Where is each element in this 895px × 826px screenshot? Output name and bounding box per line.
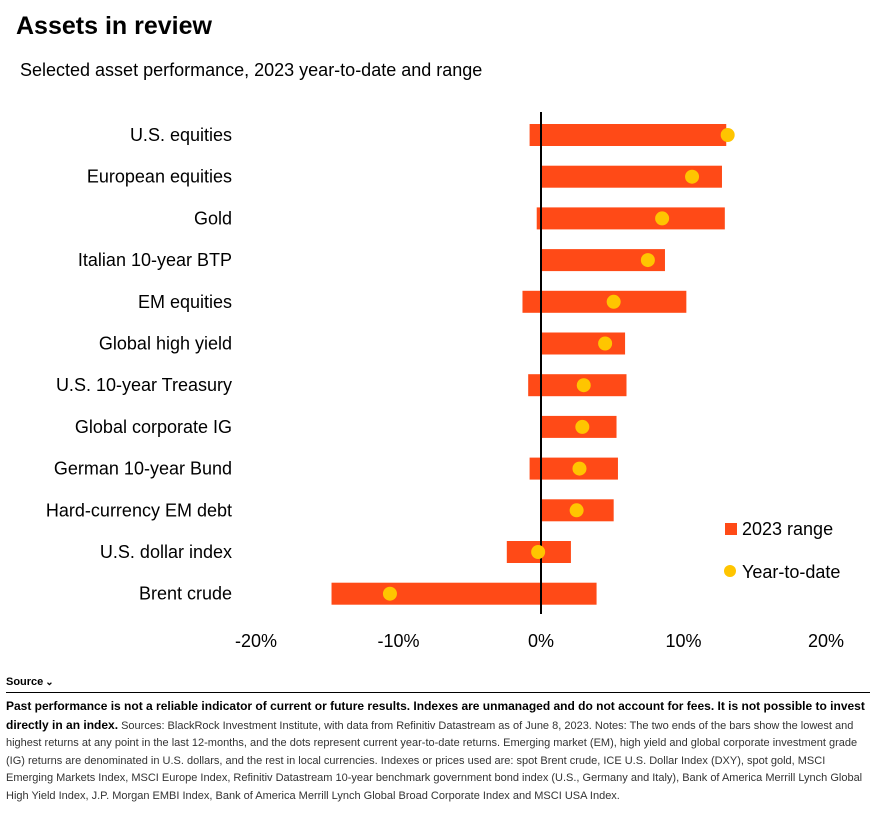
range-chart: U.S. equities European equities Gold Italia… xyxy=(46,112,844,651)
ytd-dot xyxy=(640,253,655,268)
category-label: Global corporate IG xyxy=(75,417,232,437)
x-tick-label: -10% xyxy=(377,631,419,651)
ytd-dot xyxy=(531,545,546,559)
x-tick-label: 10% xyxy=(665,631,701,651)
ytd-dot xyxy=(606,294,621,309)
category-label: Hard-currency EM debt xyxy=(46,500,232,520)
category-label: Gold xyxy=(194,208,232,228)
ytd-dot xyxy=(569,503,584,518)
x-tick-label: 20% xyxy=(808,631,844,651)
chart-title: Assets in review xyxy=(16,12,212,40)
category-label: German 10-year Bund xyxy=(54,459,232,479)
category-label: Italian 10-year BTP xyxy=(78,250,232,270)
ytd-dot xyxy=(382,586,397,601)
source-notes: Past performance is not a reliable indic… xyxy=(6,698,868,805)
range-bar xyxy=(541,249,665,272)
source-label: Source xyxy=(6,676,44,688)
legend-swatch-ytd xyxy=(724,565,736,577)
legend-label: Year-to-date xyxy=(742,562,840,582)
legend-label: 2023 range xyxy=(742,519,833,539)
x-tick-label: -20% xyxy=(235,631,277,651)
range-bar xyxy=(541,332,626,355)
category-label: European equities xyxy=(87,167,232,187)
category-label: U.S. dollar index xyxy=(100,542,232,562)
range-bar xyxy=(541,165,722,188)
range-bar xyxy=(536,207,725,230)
category-label: U.S. 10-year Treasury xyxy=(56,375,232,395)
ytd-dot xyxy=(720,128,735,142)
ytd-dot xyxy=(598,336,613,351)
range-bar xyxy=(331,582,597,605)
ytd-dot xyxy=(572,461,587,476)
range-bar xyxy=(522,290,687,313)
chevron-down-icon: ⌄ xyxy=(45,677,54,688)
chart-subtitle: Selected asset performance, 2023 year-to… xyxy=(20,60,483,80)
ytd-dot xyxy=(576,378,591,393)
category-label: EM equities xyxy=(138,292,232,312)
disclaimer-text: Past performance is not a reliable indic… xyxy=(6,699,865,732)
category-label: Global high yield xyxy=(99,334,232,354)
category-label: U.S. equities xyxy=(130,125,232,145)
divider xyxy=(6,692,870,693)
source-toggle-button[interactable]: Source ⌄ xyxy=(6,676,54,688)
category-label: Brent crude xyxy=(139,584,232,604)
ytd-dot xyxy=(655,211,670,226)
ytd-dot xyxy=(685,169,700,184)
sources-text: Sources: BlackRock Investment Institute,… xyxy=(6,719,863,802)
ytd-dot xyxy=(575,419,590,434)
x-tick-label: 0% xyxy=(528,631,554,651)
legend-swatch-range xyxy=(725,523,737,535)
range-bar xyxy=(529,124,727,146)
